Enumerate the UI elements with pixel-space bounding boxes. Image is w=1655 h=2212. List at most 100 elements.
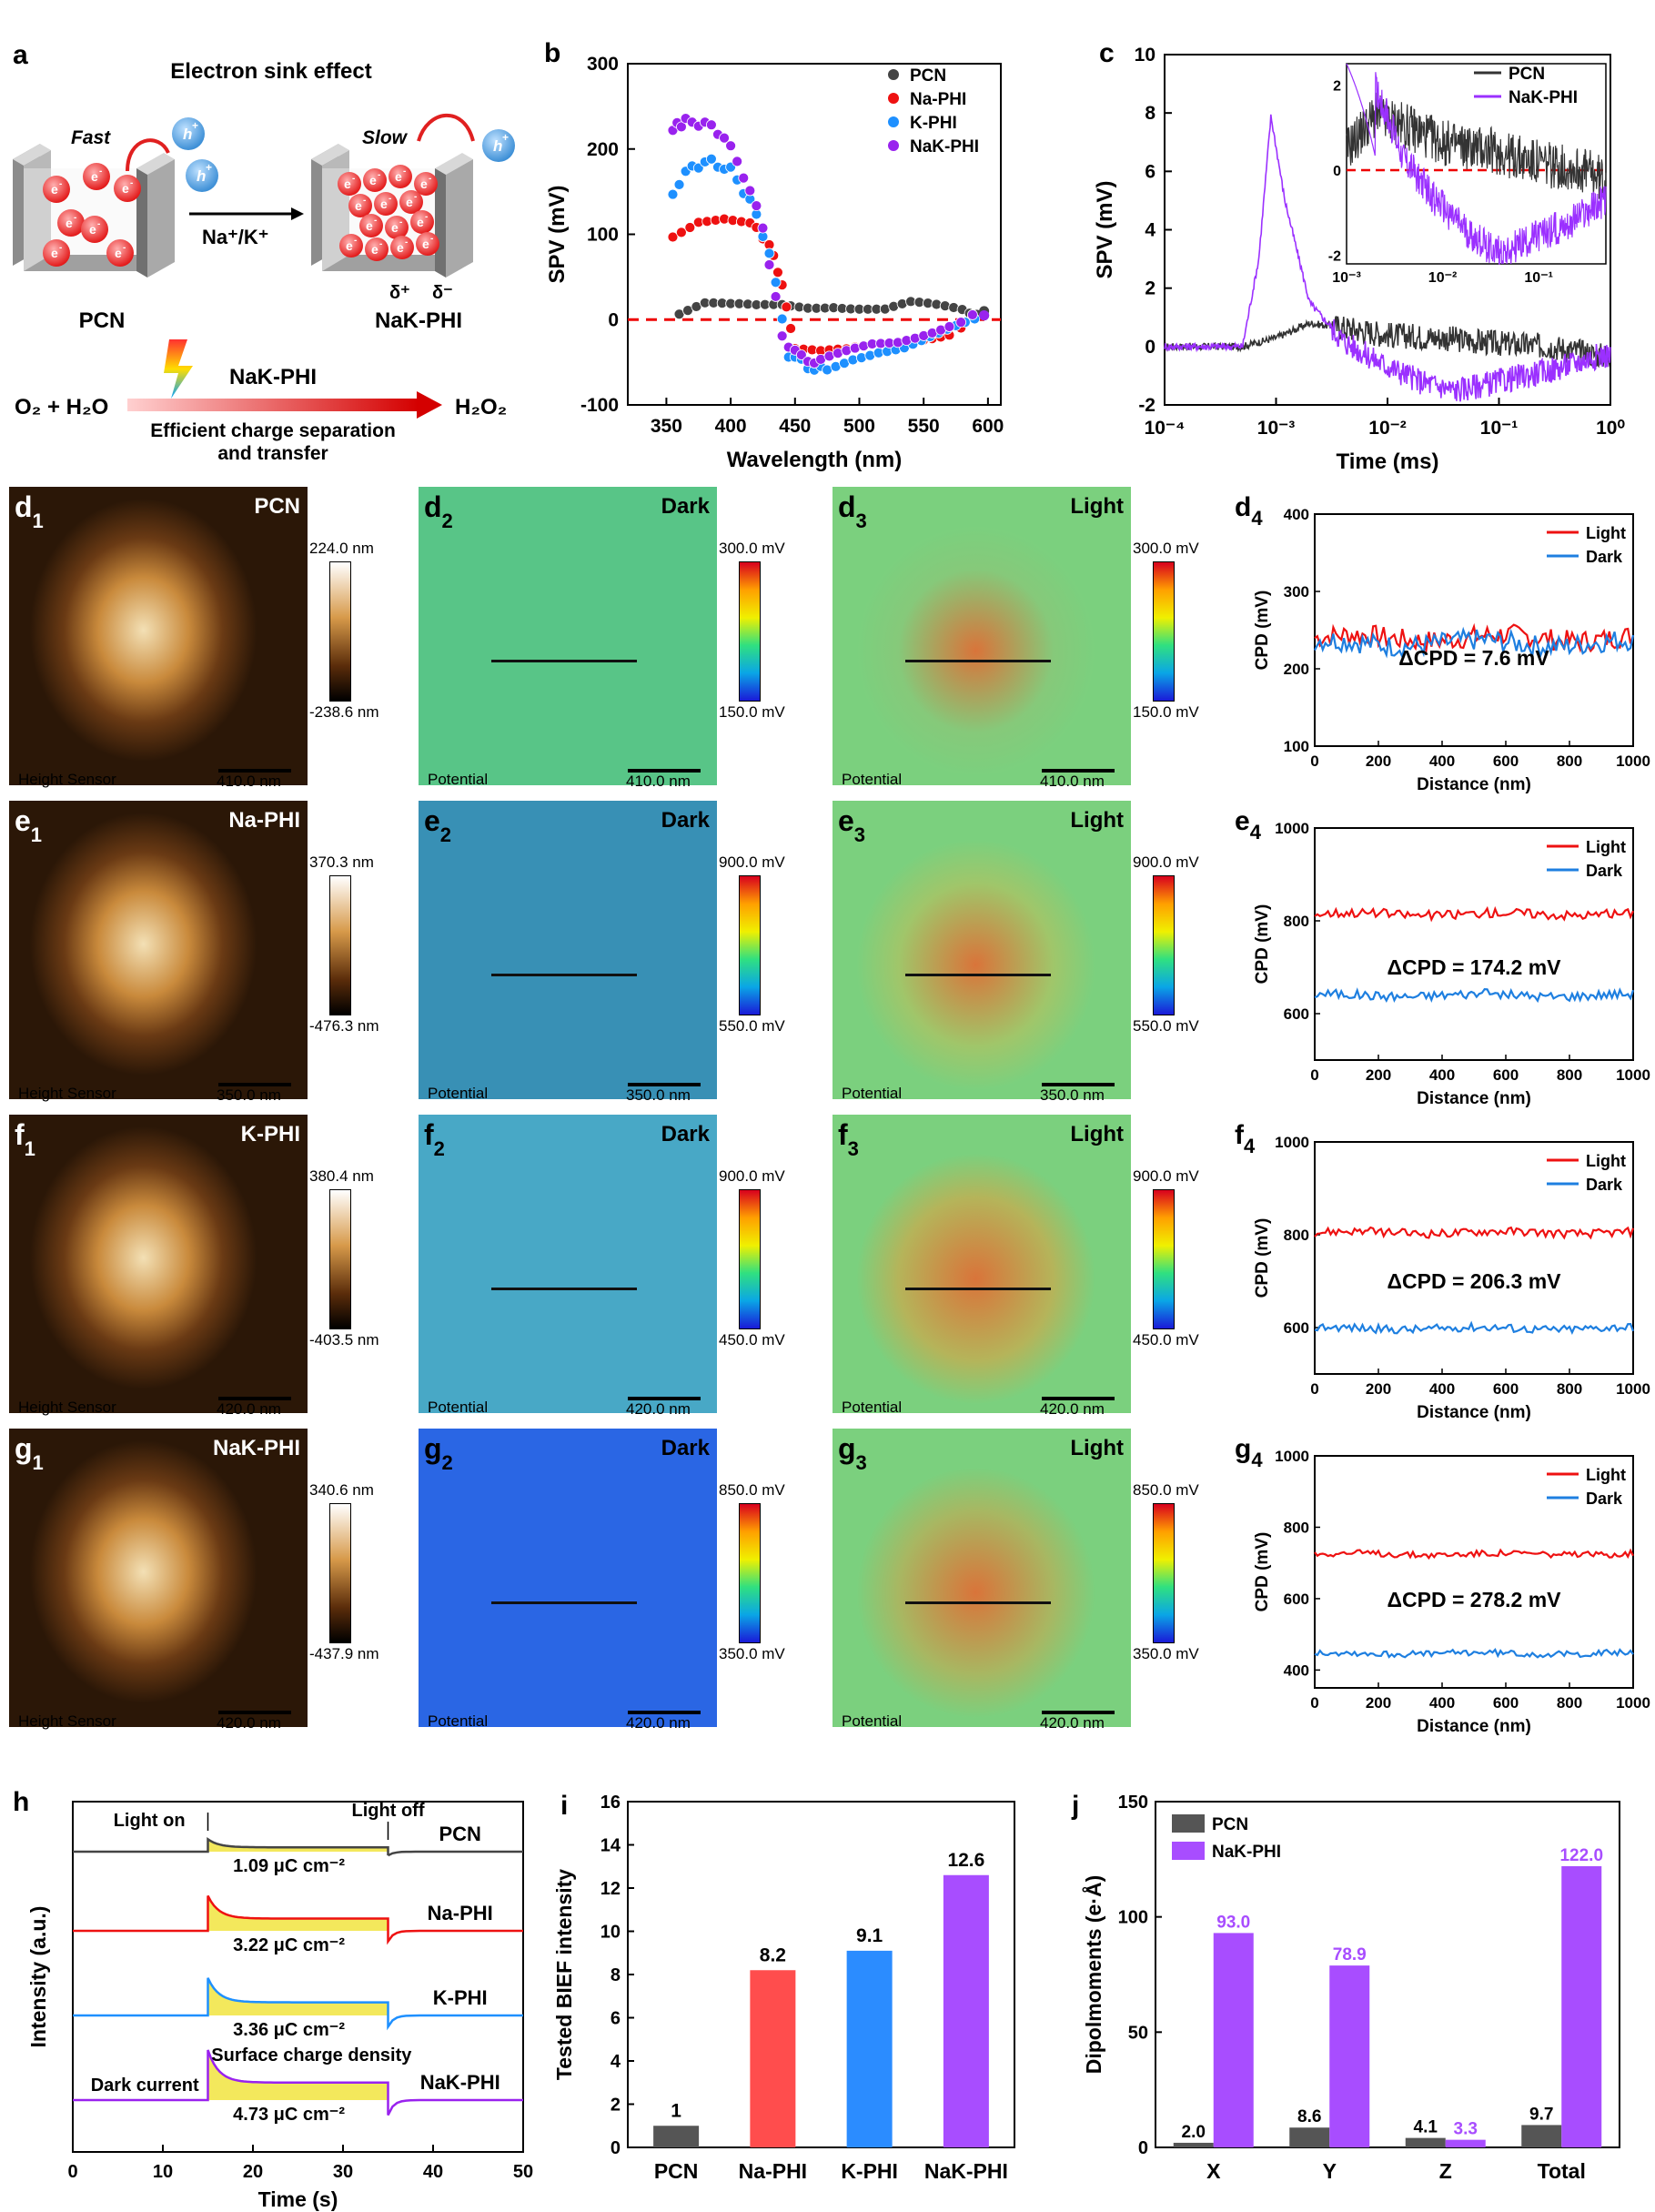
x-tick-label: 600 [1493, 1380, 1519, 1398]
data-point-nak-phi [744, 185, 756, 197]
scale-bar-label: 410.0 nm [626, 773, 691, 790]
y-tick-label: 200 [1284, 661, 1309, 678]
y-tick-label: 200 [587, 139, 619, 160]
x-tick-label: 10⁻⁴ [1145, 418, 1186, 439]
image-caption: Potential [842, 1085, 903, 1102]
data-point-k-phi [770, 277, 782, 288]
electron-ball: e- [83, 163, 110, 190]
surface-charge-value: 3.36 μC cm⁻² [233, 2020, 345, 2040]
afm-e2-dark: e2 Dark Potential 350.0 nm 900.0 mV 550.0 mV [419, 801, 819, 1110]
colorbar-min: 450.0 mV [719, 1331, 785, 1348]
cpd-chart-g4: g4 0 200 400 600 800 1000 400 600 800 1000 Distance… [1235, 1434, 1650, 1736]
x-axis-title: Distance (nm) [1417, 1089, 1531, 1108]
colorbar-max: 850.0 mV [719, 1481, 785, 1499]
surface-charge-label: Surface charge density [211, 2045, 412, 2066]
nakphi-electrons: e - e - e -e -e - e - e -e - e - e -e -e - e - e - [338, 165, 439, 261]
colorbar-max: 380.4 nm [309, 1167, 374, 1185]
delta-plus: δ⁺ [389, 283, 410, 303]
bar-pcn-y [1289, 2127, 1330, 2147]
y-tick-label: 8 [611, 1965, 621, 1985]
subpanel-tag: Light [1070, 808, 1124, 833]
y-axis-title: Intensity (a.u.) [26, 1906, 50, 2048]
subpanel-label: f3 [838, 1118, 859, 1160]
bar-na-phi [750, 1970, 796, 2147]
colorbar-min: 150.0 mV [1133, 703, 1199, 721]
data-point-nak-phi [705, 119, 717, 131]
category-label: NaK-PHI [924, 2159, 1008, 2183]
bar-value-label: 93.0 [1216, 1913, 1250, 1932]
y-tick-label: 6 [1145, 161, 1155, 182]
svg-text:e: e [122, 181, 129, 196]
x-tick-label: 1000 [1616, 1380, 1650, 1398]
potential-map-image [833, 1429, 1131, 1727]
colorbar [1153, 875, 1175, 1015]
colorbar [1153, 561, 1175, 702]
subpanel-label: f1 [15, 1118, 35, 1160]
svg-text:e: e [380, 197, 388, 211]
data-point-nak-phi [719, 132, 730, 144]
colorbar-min: 350.0 mV [1133, 1645, 1199, 1662]
y-tick-label: 100 [587, 225, 619, 246]
category-label: PCN [654, 2159, 699, 2183]
y-axis-title: SPV (mV) [1093, 180, 1117, 278]
data-point-nak-phi [725, 140, 737, 152]
y-tick-label: 4 [1145, 220, 1155, 241]
legend-marker-na-phi [888, 93, 899, 104]
subpanel-label: d4 [1235, 492, 1263, 530]
trace-name: PCN [439, 1823, 480, 1845]
legend-label-k-phi: K-PHI [910, 114, 957, 133]
charge-area-0 [207, 1839, 389, 1852]
x-tick-label: 10⁻¹ [1480, 418, 1518, 439]
axis-frame [1314, 1455, 1634, 1689]
y-axis-title: Tested BIEF intensity [552, 1869, 576, 2080]
subpanel-label: d2 [424, 490, 453, 532]
scale-bar-label: 420.0 nm [1040, 1714, 1105, 1732]
line-profile-marker [491, 974, 637, 976]
axis-frame [1314, 827, 1634, 1061]
subpanel-tag: Dark [661, 1122, 710, 1146]
scale-bar [628, 1083, 701, 1086]
x-tick-label: 30 [333, 2162, 353, 2182]
axis-frame [1314, 1141, 1634, 1375]
scale-bar-label: 420.0 nm [217, 1714, 281, 1732]
colorbar-min: 350.0 mV [719, 1645, 785, 1662]
legend-marker-nak-phi [888, 140, 899, 151]
image-caption: Potential [428, 1399, 489, 1416]
colorbar-max: 850.0 mV [1133, 1481, 1199, 1499]
bar-value-label: 2.0 [1182, 2123, 1206, 2142]
scale-bar [218, 1397, 291, 1400]
axis-frame [72, 1801, 524, 2153]
data-point-nak-phi [979, 310, 990, 321]
cpd-trace-light [1314, 1226, 1635, 1240]
subpanel-tag: Light [1070, 494, 1124, 519]
svg-text:e: e [91, 169, 98, 184]
electron-ball: e- [363, 168, 387, 192]
pcn-name: PCN [79, 308, 126, 333]
data-point-nak-phi [751, 200, 762, 212]
y-tick-label: 400 [1284, 1662, 1309, 1679]
data-point-nak-phi [776, 330, 788, 342]
data-point-nak-phi [738, 172, 750, 184]
data-point-nak-phi [757, 222, 769, 234]
bar-k-phi [846, 1950, 893, 2147]
cpd-chart-e4: e4 0 200 400 600 800 1000 600 800 1000 Distance (n… [1235, 806, 1650, 1108]
light-on-label: Light on [114, 1811, 186, 1831]
bar-value-label: 122.0 [1559, 1846, 1603, 1865]
cpd-trace-light [1314, 622, 1635, 654]
colorbar-max: 900.0 mV [719, 1167, 785, 1185]
subpanel-label: f4 [1235, 1120, 1256, 1157]
y-axis-title: CPD (mV) [1253, 591, 1272, 671]
bar-value-label: 8.2 [760, 1944, 786, 1965]
afm-f2-dark: f2 Dark Potential 420.0 nm 900.0 mV 450.0 mV [419, 1115, 819, 1424]
bar-value-label: 1 [671, 2100, 681, 2121]
x-tick-label: 800 [1557, 1694, 1582, 1712]
svg-text:e: e [51, 182, 58, 197]
hole-3: h + [482, 129, 515, 162]
x-tick-label: 500 [843, 416, 875, 437]
data-point-na-phi [785, 323, 796, 334]
bar-nak-phi-z [1445, 2139, 1486, 2147]
x-tick-label: 40 [423, 2162, 443, 2182]
legend-label-dark: Dark [1586, 1490, 1623, 1508]
legend-label-dark: Dark [1586, 1176, 1623, 1194]
panel-i-bief-bar-chart: i 0 2 4 6 8 10 12 14 16 Tested BIEF intensity 1 PC… [552, 1791, 1015, 2183]
